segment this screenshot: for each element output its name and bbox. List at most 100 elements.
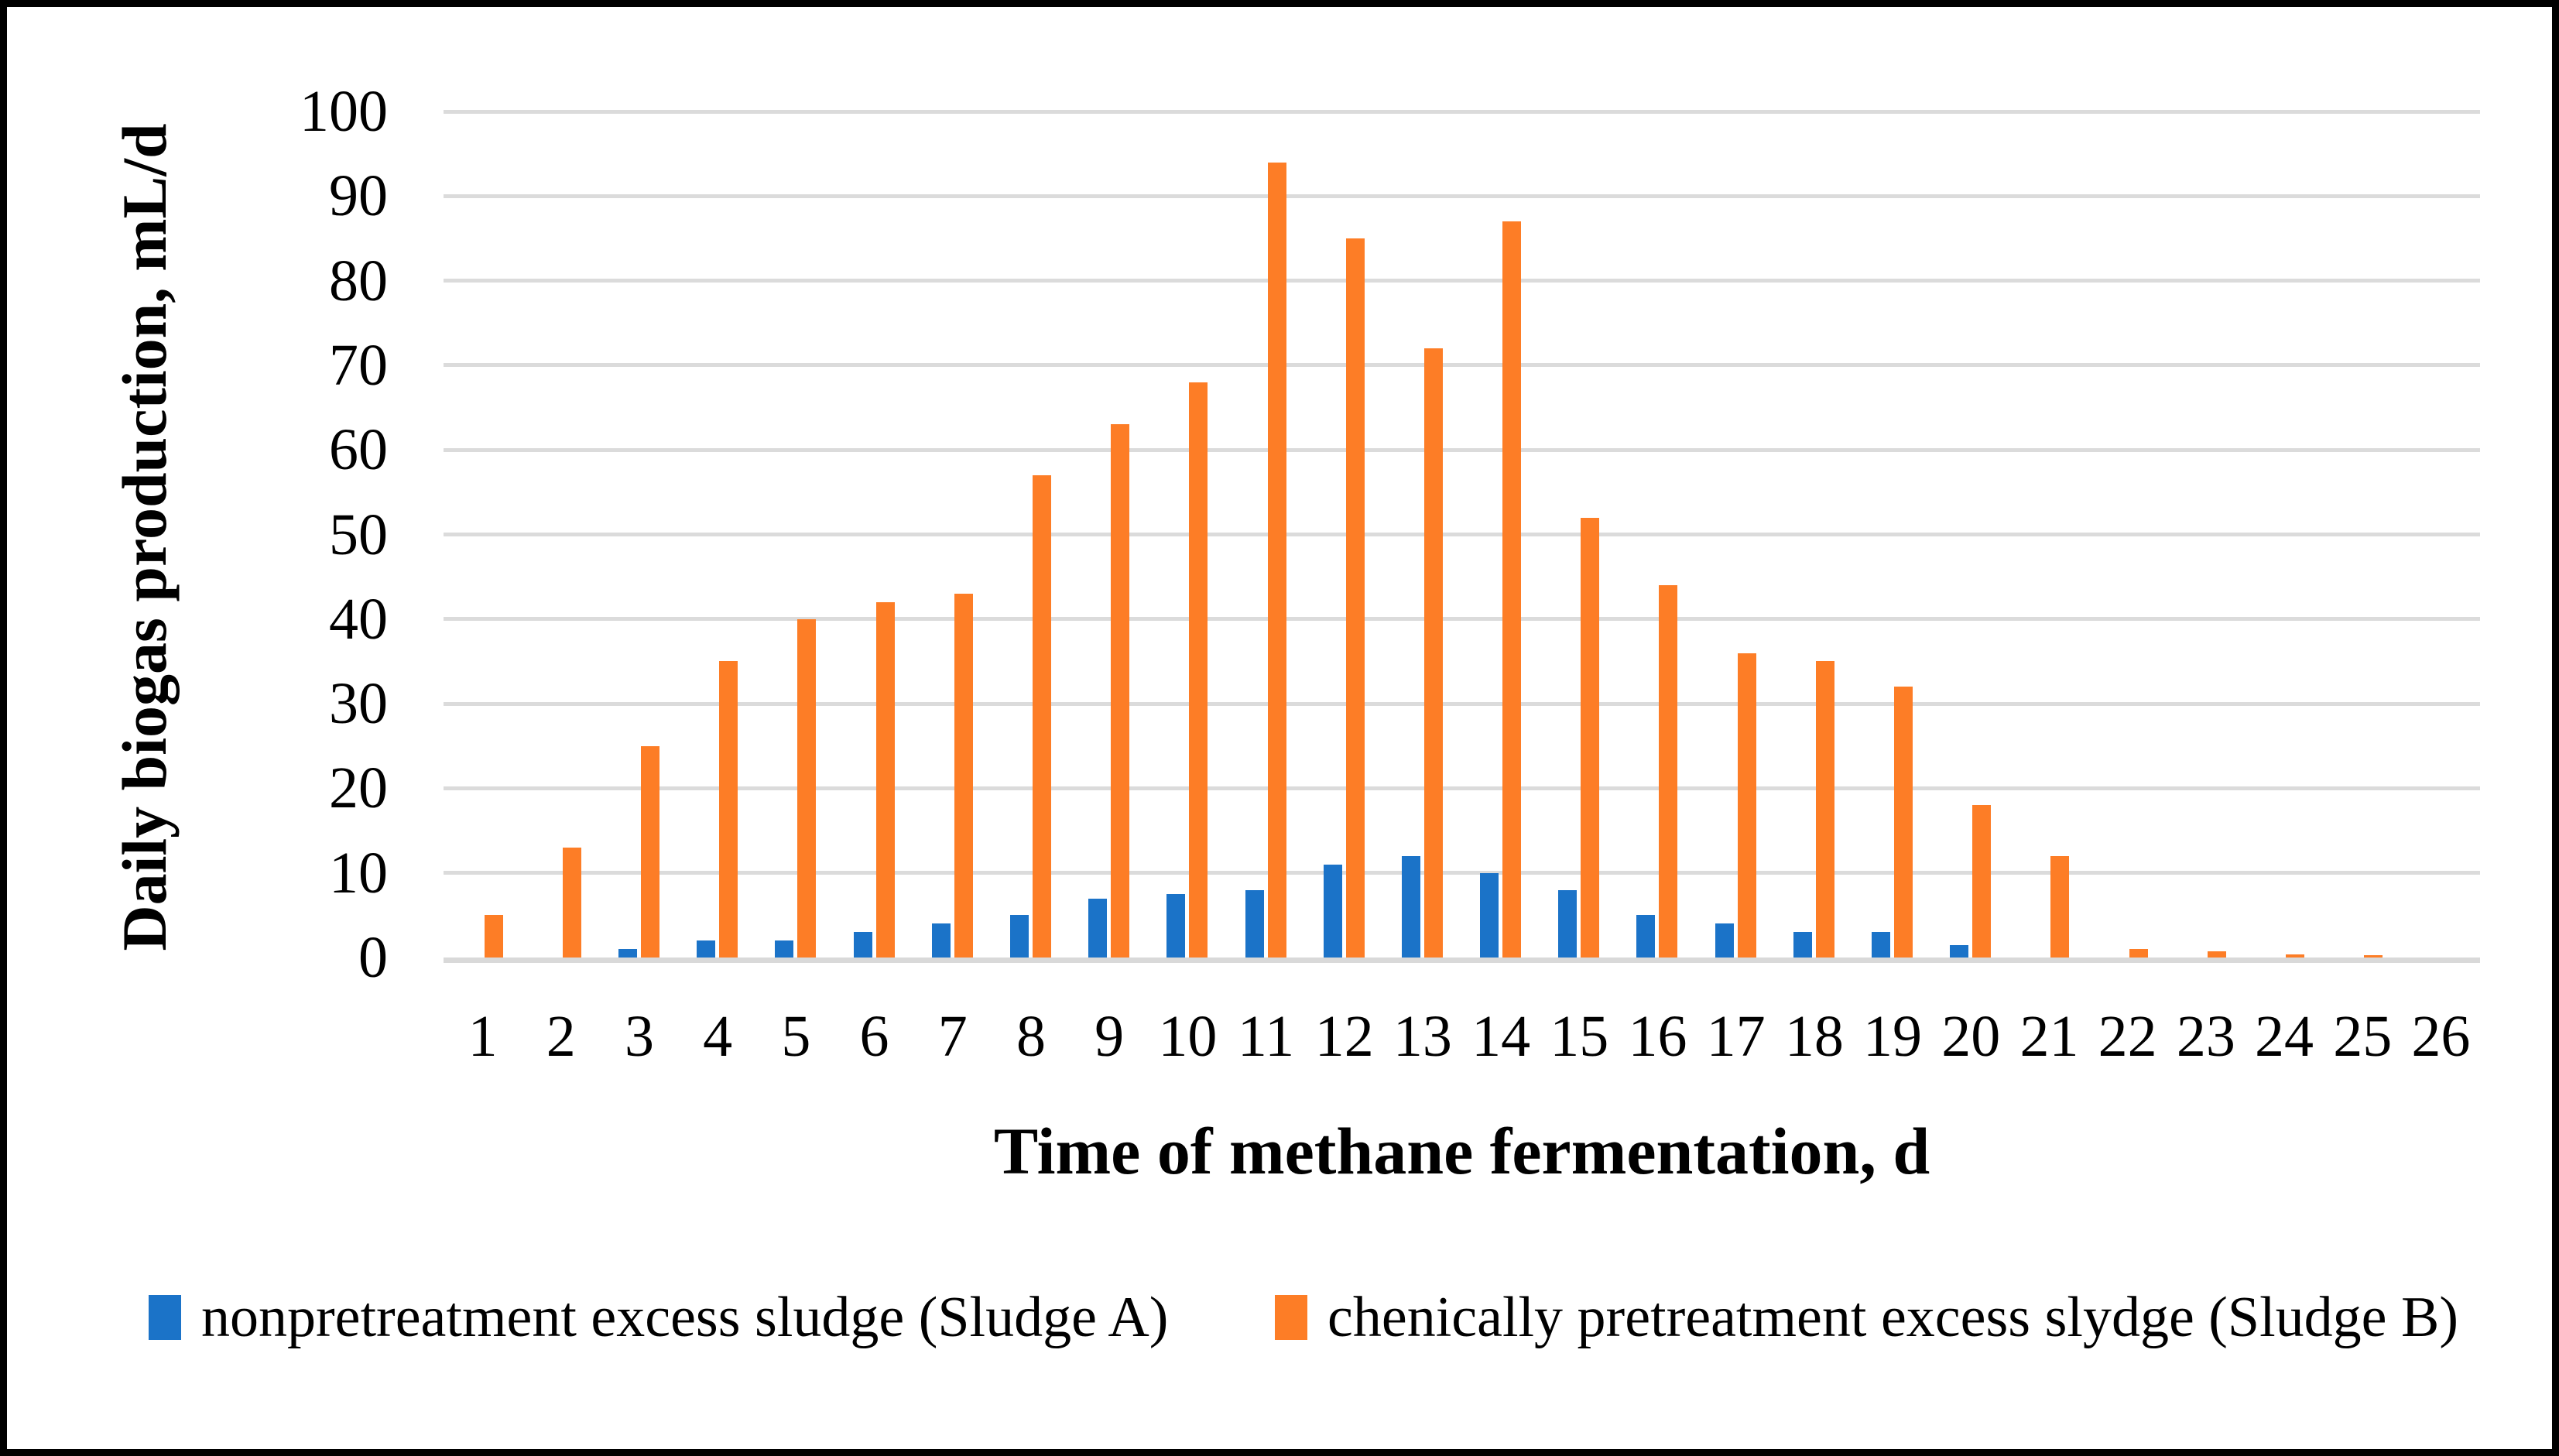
day-group-23	[2167, 111, 2245, 958]
y-tick-label-60: 60	[329, 417, 388, 483]
x-tick-label-22: 22	[2098, 1004, 2157, 1069]
y-tick-label-30: 30	[329, 671, 388, 737]
x-tick-label-15: 15	[1550, 1004, 1609, 1069]
y-tick-label-0: 0	[358, 925, 388, 990]
x-axis-title: Time of methane fermentation, d	[993, 1114, 1930, 1188]
day-group-24	[2245, 111, 2323, 958]
day-group-6	[835, 111, 913, 958]
bar-sludge-b-day-25	[2364, 954, 2383, 958]
day-group-25	[2324, 111, 2402, 958]
day-group-20	[1932, 111, 2010, 958]
legend-label: nonpretreatment excess sludge (Sludge A)	[201, 1286, 1169, 1349]
bar-sludge-b-day-11	[1267, 162, 1286, 958]
day-group-17	[1697, 111, 1775, 958]
bar-sludge-b-day-16	[1659, 585, 1678, 958]
bar-sludge-b-day-7	[954, 594, 973, 958]
bar-sludge-a-day-17	[1715, 923, 1734, 958]
x-tick-label-19: 19	[1863, 1004, 1923, 1069]
bar-sludge-b-day-12	[1345, 238, 1365, 958]
legend-entry-sludge-a: nonpretreatment excess sludge (Sludge A)	[149, 1275, 1168, 1360]
day-group-11	[1227, 111, 1305, 958]
x-tick-label-9: 9	[1095, 1004, 1125, 1069]
day-group-2	[522, 111, 600, 958]
gridline-y-100	[444, 109, 2480, 114]
gridline-y-50	[444, 533, 2480, 536]
bar-sludge-b-day-1	[484, 915, 503, 958]
y-tick-label-40: 40	[329, 586, 388, 652]
bar-sludge-a-day-5	[775, 940, 794, 958]
x-tick-label-13: 13	[1393, 1004, 1452, 1069]
x-axis-tick-labels: 1 2 3 4 5 6 7 8 9 10 11 12 13 14 15 16 17 18 19 20 21 22 23 24 2…	[444, 1004, 2480, 1074]
x-tick-label-2: 2	[546, 1004, 576, 1069]
day-group-1	[444, 111, 522, 958]
bar-sludge-a-day-3	[618, 949, 637, 958]
x-tick-label-6: 6	[859, 1004, 889, 1069]
legend: nonpretreatment excess sludge (Sludge A)…	[7, 1275, 2552, 1360]
day-group-12	[1305, 111, 1383, 958]
bar-sludge-b-day-24	[2286, 954, 2305, 958]
bar-sludge-b-day-6	[875, 601, 895, 958]
x-tick-label-11: 11	[1237, 1004, 1295, 1069]
day-group-21	[2010, 111, 2088, 958]
bar-sludge-a-day-20	[1950, 944, 1969, 958]
bar-sludge-b-day-23	[2207, 951, 2226, 958]
day-group-14	[1462, 111, 1540, 958]
day-group-4	[679, 111, 757, 958]
y-axis-tick-labels: 0 10 20 30 40 50 60 70 80 90 100	[7, 82, 388, 987]
bar-sludge-a-day-9	[1088, 898, 1108, 958]
y-tick-label-50: 50	[329, 502, 388, 567]
bar-sludge-b-day-19	[1894, 687, 1913, 958]
bar-sludge-a-day-13	[1401, 855, 1420, 958]
bar-sludge-b-day-21	[2050, 855, 2070, 958]
y-tick-label-20: 20	[329, 755, 388, 821]
x-tick-label-25: 25	[2333, 1004, 2393, 1069]
bar-sludge-a-day-8	[1009, 915, 1029, 958]
x-tick-label-8: 8	[1016, 1004, 1046, 1069]
y-tick-label-80: 80	[329, 248, 388, 313]
bar-sludge-b-day-9	[1111, 424, 1130, 958]
day-group-3	[600, 111, 678, 958]
gridline-y-10	[444, 871, 2480, 875]
x-axis-baseline	[444, 958, 2480, 963]
gridline-y-30	[444, 701, 2480, 706]
bar-sludge-b-day-8	[1032, 475, 1051, 958]
x-tick-label-21: 21	[2019, 1004, 2079, 1069]
y-tick-label-90: 90	[329, 163, 388, 229]
day-group-7	[913, 111, 992, 958]
x-tick-label-17: 17	[1706, 1004, 1766, 1069]
plot-area	[444, 109, 2480, 963]
bar-sludge-b-day-5	[797, 618, 817, 958]
x-tick-label-16: 16	[1628, 1004, 1687, 1069]
bar-sludge-a-day-11	[1245, 889, 1264, 958]
day-group-8	[992, 111, 1070, 958]
bar-sludge-b-day-18	[1815, 661, 1834, 958]
bar-sludge-b-day-13	[1423, 348, 1443, 958]
y-tick-label-70: 70	[329, 332, 388, 398]
x-tick-label-1: 1	[468, 1004, 498, 1069]
legend-swatch-icon	[1275, 1295, 1307, 1340]
gridline-y-20	[444, 786, 2480, 790]
gridline-y-90	[444, 194, 2480, 198]
bar-sludge-b-day-3	[640, 745, 659, 958]
bar-sludge-a-day-7	[931, 923, 951, 958]
bar-sludge-b-day-17	[1737, 653, 1756, 958]
legend-label: chenically pretreatment excess slydge (S…	[1327, 1286, 2458, 1349]
bar-sludge-b-day-22	[2129, 949, 2148, 958]
gridline-y-40	[444, 617, 2480, 622]
bar-sludge-a-day-6	[853, 932, 872, 958]
day-group-10	[1149, 111, 1227, 958]
bar-sludge-b-day-15	[1581, 517, 1600, 958]
bar-sludge-a-day-15	[1558, 889, 1578, 958]
x-tick-label-18: 18	[1784, 1004, 1844, 1069]
bar-sludge-b-day-20	[1972, 805, 1992, 958]
bar-sludge-a-day-12	[1323, 864, 1342, 958]
gridline-y-60	[444, 447, 2480, 452]
x-tick-label-23: 23	[2176, 1004, 2235, 1069]
x-tick-label-26: 26	[2411, 1004, 2471, 1069]
bar-sludge-b-day-14	[1502, 221, 1522, 958]
x-tick-label-14: 14	[1471, 1004, 1531, 1069]
x-tick-label-5: 5	[781, 1004, 811, 1069]
bar-sludge-a-day-18	[1793, 932, 1812, 958]
day-group-9	[1071, 111, 1149, 958]
